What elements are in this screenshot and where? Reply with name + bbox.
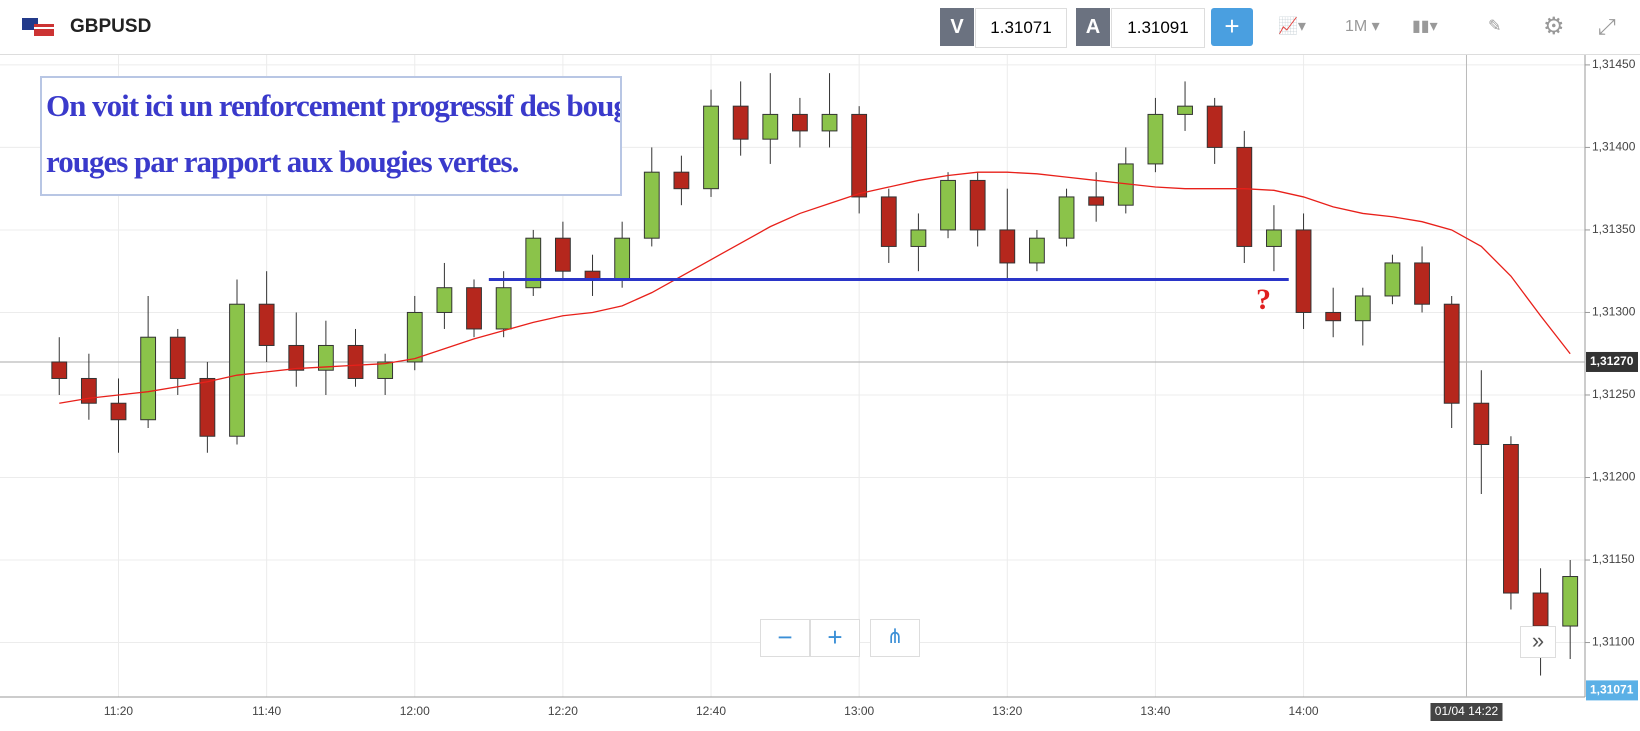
candle-body [317, 344, 334, 371]
crosshair-label: 01/04 14:22 [1435, 704, 1499, 718]
moving-average [59, 171, 1571, 404]
candle-body [1266, 229, 1282, 247]
y-tick-label: 1,31450 [1592, 57, 1636, 71]
candle-body [673, 171, 690, 190]
candle-body [406, 311, 423, 363]
candle-body [1354, 295, 1371, 322]
crosshair-tag [1430, 703, 1503, 721]
candle-body [792, 113, 808, 132]
candle-body [999, 229, 1016, 264]
y-tick-label: 1,31100 [1592, 635, 1635, 649]
candle-body [258, 303, 275, 346]
candle-body [1295, 229, 1312, 313]
candle-body [1029, 237, 1045, 264]
x-tick-label: 12:40 [696, 704, 726, 718]
candle-body [1473, 402, 1490, 445]
candle-body [1414, 262, 1430, 305]
fullscreen-button[interactable]: ⤢ [1598, 14, 1616, 39]
candle-body [643, 171, 660, 239]
candle-body [762, 113, 779, 140]
draw-button[interactable]: ✎ [1488, 18, 1502, 35]
candle-body [851, 113, 868, 198]
timeframe-button[interactable]: 1M ▾ [1345, 18, 1380, 35]
y-tick-label: 1,31300 [1592, 305, 1636, 319]
ask-price[interactable]: 1.31091 [1111, 8, 1205, 48]
candle-body [910, 229, 927, 247]
settings-button[interactable]: ⚙ [1543, 13, 1565, 40]
flag [22, 18, 54, 36]
candle-body [821, 113, 838, 132]
candle-body [703, 105, 719, 190]
annotation-line: On voit ici un renforcement progressif d… [46, 88, 622, 123]
symbol: GBPUSD [70, 16, 152, 37]
x-tick-label: 13:00 [844, 704, 874, 718]
candle-body [110, 402, 127, 421]
annotation-line: rouges par rapport aux bougies vertes. [46, 144, 519, 179]
x-tick-label: 12:20 [548, 704, 578, 718]
timeframe: 1M [1345, 18, 1368, 35]
y-tick-label: 1,31400 [1592, 140, 1636, 154]
x-tick-label: 11:40 [252, 704, 281, 718]
annotation-box: On voit ici un renforcement progressif d… [40, 76, 622, 196]
y-tick-label: 1,31250 [1592, 387, 1636, 401]
price-tag [1586, 351, 1638, 372]
candle-body [169, 336, 186, 379]
share[interactable]: ⋔ [870, 619, 920, 657]
x-tick-label: 13:40 [1140, 704, 1170, 718]
x-tick-label: 12:00 [400, 704, 430, 718]
candle-body [1384, 262, 1401, 297]
candle-body [1236, 146, 1253, 247]
ask-label: A [1076, 8, 1110, 46]
candle-body [732, 105, 749, 140]
candle-body [1206, 105, 1223, 148]
candle-body [288, 344, 305, 371]
candle-body [1147, 113, 1164, 165]
candle-body [495, 287, 512, 330]
candle-body [347, 344, 364, 379]
candle-body [140, 336, 157, 421]
bid-label: V [940, 8, 974, 46]
candle-body [466, 287, 482, 330]
candle-body [1058, 196, 1075, 239]
candle-body [229, 303, 245, 437]
y-tick-label: 1,31200 [1592, 470, 1636, 484]
candle-body [1443, 303, 1460, 404]
candles-button[interactable]: ▮▮▾ [1412, 18, 1438, 35]
y-tick-label: 1,31150 [1592, 552, 1635, 566]
candle-body [554, 237, 571, 272]
candle-body [80, 377, 97, 404]
candle-body [1325, 311, 1342, 322]
question-mark: ? [1256, 283, 1271, 316]
price-tag-label: 1,31270 [1590, 354, 1634, 368]
candle-body [969, 179, 986, 231]
x-tick-label: 13:20 [992, 704, 1022, 718]
candle-body [940, 179, 956, 231]
bid-price[interactable]: 1.31071 [975, 8, 1067, 48]
candle-body [1177, 105, 1193, 115]
candle-body [1562, 576, 1579, 627]
last-price-label: 1,31071 [1590, 683, 1634, 697]
candle-body [1503, 443, 1519, 594]
candle-body [1532, 592, 1549, 627]
chart-type-button[interactable]: 📈▾ [1278, 18, 1306, 35]
candle-body [377, 361, 394, 379]
zoom-out[interactable]: − [760, 619, 810, 657]
candle-body [880, 196, 897, 247]
candle-body [525, 237, 542, 289]
candle-body [51, 361, 68, 379]
candle-body [199, 377, 216, 437]
candle-body [614, 237, 631, 280]
candle-body [436, 287, 453, 313]
scroll-end[interactable]: » [1520, 626, 1556, 658]
zoom-in[interactable]: + [810, 619, 860, 657]
last-price-tag [1586, 680, 1638, 701]
x-tick-label: 11:20 [104, 704, 133, 718]
crosshair-button[interactable]: + [1211, 8, 1253, 46]
x-tick-label: 14:00 [1289, 704, 1319, 718]
candle-body [1088, 196, 1105, 206]
y-tick-label: 1,31350 [1592, 222, 1636, 236]
toolbar: GBPUSD V 1.31071 A 1.31091 + 📈▾ 1M ▾ ▮▮▾… [0, 0, 1640, 55]
